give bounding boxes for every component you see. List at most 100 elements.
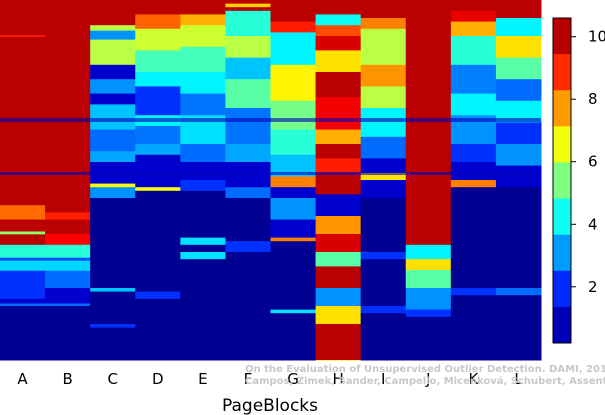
heatmap-cell-A-1	[0, 35, 46, 38]
heatmap-cell-L-6	[495, 122, 542, 145]
heatmap-cell-H-0	[315, 0, 362, 15]
colorbar-tick-label-6: 6	[588, 153, 598, 171]
heatmap-cell-H-1	[315, 14, 362, 26]
x-tick-label-I: I	[381, 370, 385, 388]
heatmap-cell-G-11	[270, 237, 317, 242]
heatmap-cell-I-7	[360, 158, 407, 174]
heatmap-cell-K-5	[450, 93, 497, 116]
heatmap-cell-A-11	[0, 298, 46, 304]
heatmap-cell-I-5	[360, 108, 407, 138]
watermark-line-1: On the Evaluation of Unsupervised Outlie…	[245, 364, 605, 375]
heatmap-cell-E-1	[180, 14, 226, 26]
x-axis-title: PageBlocks	[222, 396, 318, 415]
x-tick-label-D: D	[152, 370, 164, 388]
heatmap-cell-L-7	[495, 144, 542, 167]
heatmap-cell-L-8	[495, 165, 542, 188]
heatmap-cell-K-8	[450, 162, 497, 181]
heatmap-cell-L-1	[495, 18, 542, 37]
x-tick-label-F: F	[244, 370, 253, 388]
heatmap-cell-D-3	[135, 50, 181, 73]
heatmap-cell-G-10	[270, 219, 317, 239]
heatmap-cell-B-5	[45, 257, 91, 262]
heatmap-cell-K-7	[450, 144, 497, 163]
x-tick-labels: A B C D E F G H I J K L	[17, 370, 523, 388]
heatmap-cell-A-7	[0, 244, 46, 259]
heatmap-cell-H-12	[315, 216, 362, 235]
colorbar-segment-1	[553, 54, 571, 91]
heatmap-cell-I-10	[360, 198, 407, 253]
heatmap-cell-L-4	[495, 79, 542, 102]
heatmap-cell-D-1	[135, 14, 181, 30]
heatmap-cell-H-18	[315, 324, 362, 361]
heatmap-cell-K-3	[450, 36, 497, 66]
colorbar: 2 4 6 8 10	[552, 17, 605, 344]
heatmap-cell-H-11	[315, 194, 362, 217]
colorbar-tick-label-4: 4	[588, 215, 598, 233]
heatmap-cell-I-2	[360, 28, 407, 66]
heatmap-cell-D-10	[135, 187, 181, 192]
heatmap-cell-C-9	[90, 151, 136, 163]
heatmap-cell-E-0	[180, 0, 226, 15]
heatmap-cell-E-8	[180, 162, 226, 181]
heatmap-cell-F-12	[225, 241, 271, 253]
heatmap-cell-E-5	[180, 93, 226, 116]
heatmap-cell-G-1	[270, 21, 317, 33]
heatmap-cell-E-2	[180, 25, 226, 48]
heatmap-cell-I-12	[360, 259, 407, 307]
heatmap-cell-G-6	[270, 154, 317, 177]
heatmap-cell-H-19	[315, 360, 362, 361]
heatmap-cell-C-16	[90, 324, 136, 329]
heatmap-cell-L-10	[495, 288, 542, 296]
heatmap-cell-F-11	[225, 198, 271, 242]
heatmap-cell-L-5	[495, 100, 542, 123]
heatmap-cell-B-0	[45, 0, 91, 213]
heatmap-cell-I-0	[360, 0, 407, 19]
heatmap-cell-H-13	[315, 234, 362, 253]
heatmap-cell-B-3	[45, 234, 91, 246]
heatmap-cell-C-2	[90, 30, 136, 41]
colorbar-tick-label-10: 10	[588, 28, 605, 46]
heatmap-cell-I-14	[360, 313, 407, 361]
heatmap-cell-E-4	[180, 72, 226, 95]
x-tick-label-C: C	[107, 370, 117, 388]
heatmap-cell-G-12	[270, 241, 317, 311]
heatmap-cell-C-14	[90, 288, 136, 293]
heatmap-cell-H-15	[315, 266, 362, 289]
x-tick-label-K: K	[468, 370, 479, 388]
heatmap-cell-H-4	[315, 50, 362, 73]
colorbar-segment-3	[553, 126, 571, 163]
heatmap-cell-I-4	[360, 86, 407, 109]
heatmap-cell-F-7	[225, 108, 271, 145]
heatmap-cell-D-0	[135, 0, 181, 15]
heatmap-cell-L-0	[495, 0, 542, 19]
heatmap-cell-E-9	[180, 180, 226, 192]
row-overlay-line-1	[0, 172, 541, 175]
plot-area	[0, 0, 542, 361]
heatmap-cell-G-13	[270, 309, 317, 314]
heatmap-cell-E-13	[180, 252, 226, 260]
heatmap-cell-A-10	[0, 270, 46, 300]
heatmap-cell-J-2	[405, 244, 452, 260]
heatmap-cell-A-6	[0, 234, 46, 246]
heatmap-cell-I-9	[360, 180, 407, 199]
heatmap-cell-J-1	[405, 237, 452, 246]
x-tick-label-G: G	[287, 370, 299, 388]
heatmap-cell-H-14	[315, 252, 362, 267]
heatmap-cell-I-13	[360, 306, 407, 314]
heatmap-cell-E-11	[180, 237, 226, 246]
heatmap-cell-G-5	[270, 129, 317, 156]
heatmap-cell-D-12	[135, 291, 181, 300]
heatmap-cell-I-8	[360, 172, 407, 181]
heatmap-cell-G-14	[270, 313, 317, 361]
heatmap-cell-G-8	[270, 187, 317, 199]
x-tick-label-J: J	[425, 370, 430, 388]
heatmap-cell-C-3	[90, 39, 136, 66]
heatmap-cell-C-0	[90, 0, 136, 26]
heatmap-cell-B-4	[45, 244, 91, 259]
heatmap-cell-G-2	[270, 32, 317, 66]
heatmap-cell-F-1	[225, 3, 271, 8]
colorbar-segment-4	[553, 162, 571, 200]
heatmap-cell-C-7	[90, 104, 136, 131]
colorbar-tick-label-2: 2	[588, 278, 598, 296]
